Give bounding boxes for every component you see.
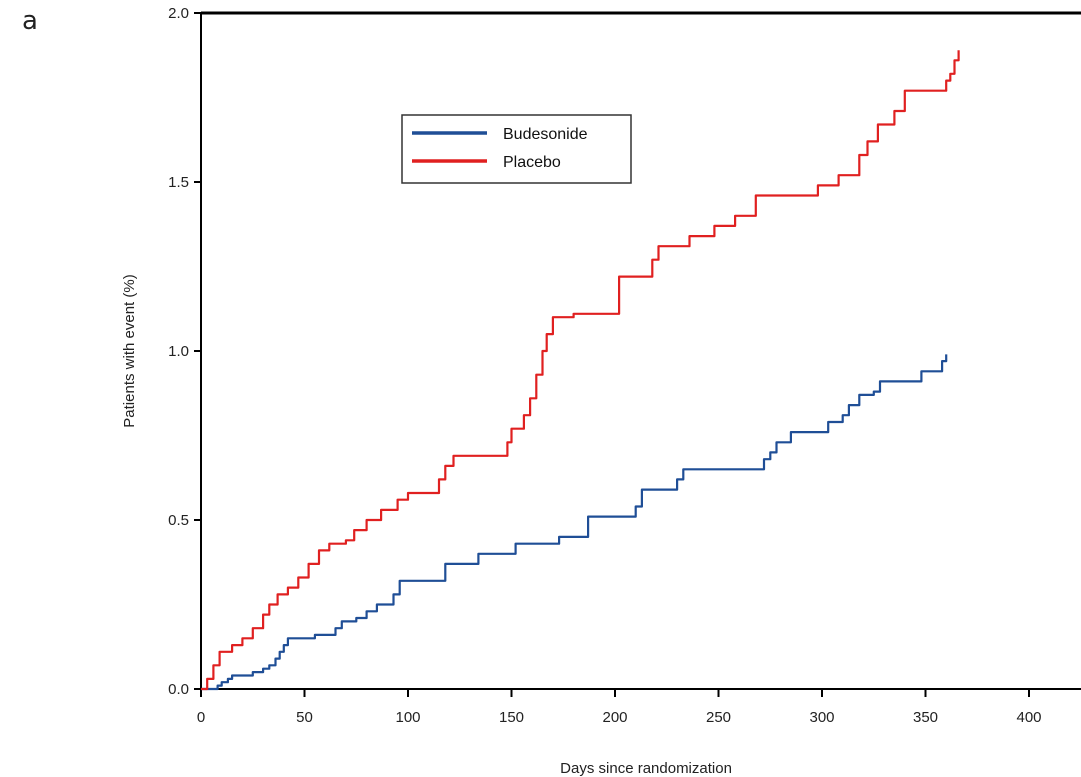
legend: Budesonide Placebo: [401, 114, 632, 184]
y-axis-ticks: 0.0 0.5 1.0 1.5 2.0: [168, 5, 201, 698]
series-layer: [201, 50, 960, 691]
y-tick-label: 0.5: [168, 512, 189, 529]
x-tick-label: 400: [1016, 709, 1041, 726]
legend-label-budesonide: Budesonide: [503, 126, 588, 143]
x-tick-label: 300: [809, 709, 834, 726]
x-tick-label: 250: [706, 709, 731, 726]
x-tick-label: 350: [913, 709, 938, 726]
legend-label-placebo: Placebo: [503, 154, 561, 171]
x-tick-label: 0: [197, 709, 205, 726]
x-tick-label: 100: [395, 709, 420, 726]
panel-label: a: [22, 6, 38, 36]
x-tick-label: 50: [296, 709, 313, 726]
y-tick-label: 2.0: [168, 5, 189, 22]
series-line-budesonide: [201, 354, 948, 691]
series-line-placebo: [201, 50, 960, 691]
x-tick-label: 150: [499, 709, 524, 726]
legend-box: [401, 114, 632, 184]
x-axis-title: Days since randomization: [560, 760, 732, 777]
y-axis-title: Patients with event (%): [121, 274, 138, 427]
x-axis-ticks: 0 50 100 150 200 250 300 350 400: [197, 689, 1042, 726]
x-tick-label: 200: [602, 709, 627, 726]
axes-group: [200, 11, 1081, 690]
y-tick-label: 1.0: [168, 343, 189, 360]
y-tick-label: 0.0: [168, 681, 189, 698]
y-tick-label: 1.5: [168, 174, 189, 191]
